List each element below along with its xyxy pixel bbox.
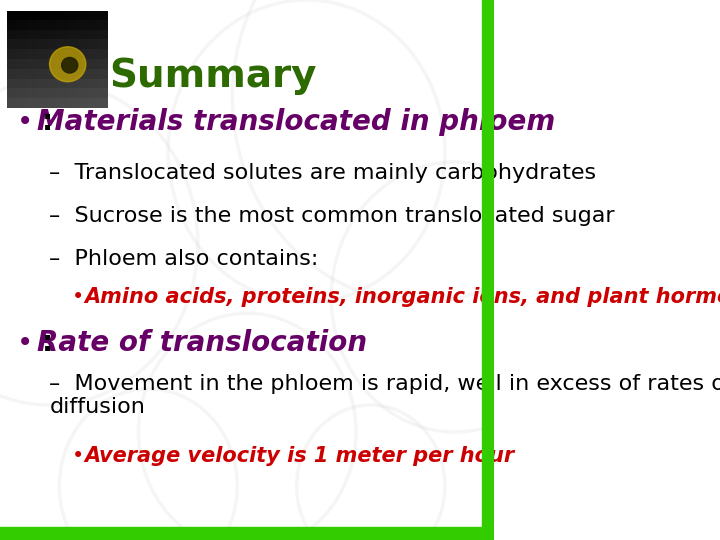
Text: Average velocity is 1 meter per hour: Average velocity is 1 meter per hour xyxy=(84,446,514,467)
Text: Materials translocated in phloem: Materials translocated in phloem xyxy=(37,107,555,136)
Text: –  Sucrose is the most common translocated sugar: – Sucrose is the most common translocate… xyxy=(50,206,615,226)
Text: :: : xyxy=(42,329,53,357)
Text: –  Translocated solutes are mainly carbohydrates: – Translocated solutes are mainly carboh… xyxy=(50,163,597,183)
FancyBboxPatch shape xyxy=(482,0,495,540)
Text: Amino acids, proteins, inorganic ions, and plant hormones: Amino acids, proteins, inorganic ions, a… xyxy=(84,287,720,307)
Text: Rate of translocation: Rate of translocation xyxy=(37,329,367,357)
Text: :: : xyxy=(42,107,53,136)
Text: •: • xyxy=(72,446,84,467)
Text: •: • xyxy=(72,287,84,307)
Text: •: • xyxy=(17,107,34,136)
FancyBboxPatch shape xyxy=(0,526,495,540)
Circle shape xyxy=(62,57,78,73)
Text: Summary: Summary xyxy=(109,57,316,94)
Circle shape xyxy=(50,47,86,82)
Text: –  Phloem also contains:: – Phloem also contains: xyxy=(50,249,319,269)
Text: –  Movement in the phloem is rapid, well in excess of rates of
diffusion: – Movement in the phloem is rapid, well … xyxy=(50,374,720,417)
Text: •: • xyxy=(17,329,34,357)
